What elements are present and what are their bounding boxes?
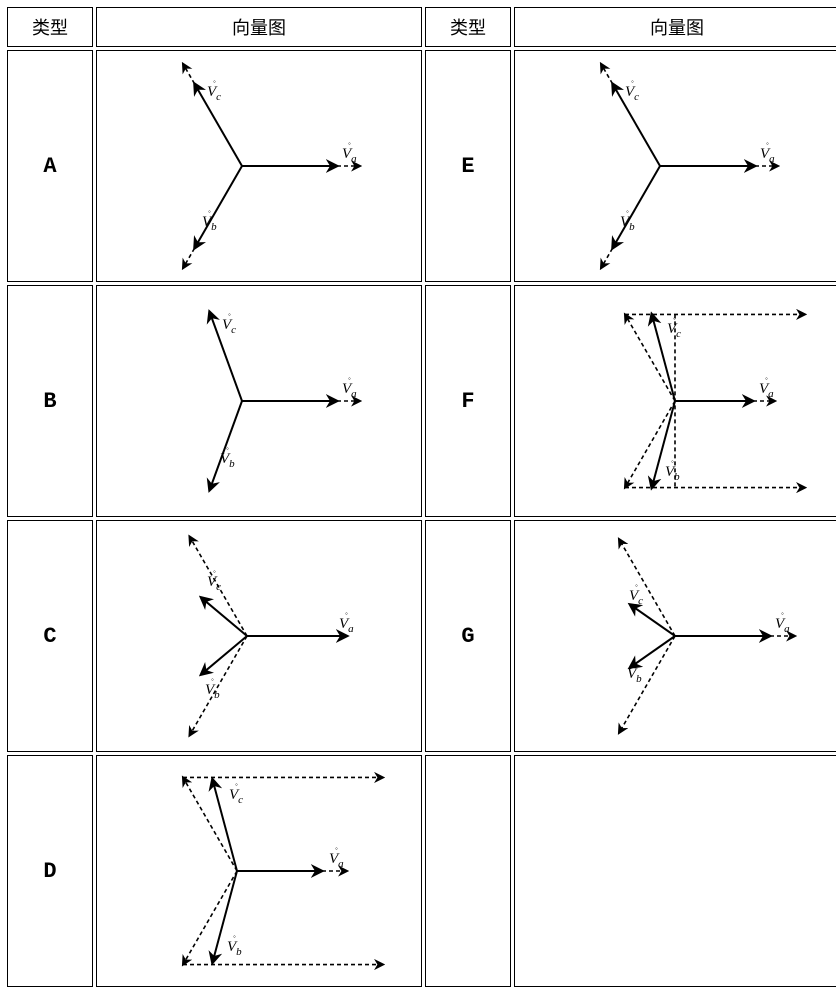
diagram-cell-B: ◦ Va ◦ Vb ◦ Vc xyxy=(96,285,422,517)
type-cell-B: B xyxy=(7,285,93,517)
ref-dashed-1 xyxy=(619,539,675,636)
table-row: A ◦ Va ◦ Vb ◦ Vc E ◦ Va ◦ Vb ◦ Vc xyxy=(7,50,836,282)
diagram-cell-empty xyxy=(514,755,836,987)
table-row: C ◦ Va ◦ Vb ◦ Vc G ◦ Va ◦ Vb ◦ Vc xyxy=(7,520,836,752)
label-text: Va xyxy=(760,146,775,165)
vector-diagram-C: ◦ Va ◦ Vb ◦ Vc xyxy=(97,521,421,751)
vector-Vc-dashed-ext xyxy=(183,64,195,84)
vector-Vb-solid xyxy=(195,166,243,248)
header-diagram-2: 向量图 xyxy=(514,7,836,47)
vector-Vb-dashed-ext xyxy=(183,248,195,268)
label-text: Vc xyxy=(222,317,236,336)
ref-dashed-1 xyxy=(190,536,248,636)
label-Vc: ◦ Vc xyxy=(625,77,639,103)
label-Vb: ◦ Vb xyxy=(620,207,635,233)
vector-Vc-dashed-ext xyxy=(601,64,613,84)
vector-Vc-solid xyxy=(630,604,675,636)
type-cell-G: G xyxy=(425,520,511,752)
vector-Vb-solid xyxy=(630,636,675,668)
table-row: B ◦ Va ◦ Vb ◦ Vc F ◦ Va ◦ Vb ◦ Vc xyxy=(7,285,836,517)
header-row: 类型 向量图 类型 向量图 xyxy=(7,7,836,47)
header-type-2: 类型 xyxy=(425,7,511,47)
label-Va: ◦ Va xyxy=(342,139,357,165)
label-Vb: ◦ Vb xyxy=(627,659,642,685)
label-text: Vb xyxy=(665,464,680,483)
label-text: Va xyxy=(775,616,790,635)
label-text: Vc xyxy=(229,787,243,806)
label-text: Vc xyxy=(667,321,681,340)
type-cell-empty xyxy=(425,755,511,987)
label-Va: ◦ Va xyxy=(759,374,774,400)
label-Vb: ◦ Vb xyxy=(220,444,235,470)
vector-Vb-solid xyxy=(613,166,661,248)
label-text: Va xyxy=(759,381,774,400)
header-type-1: 类型 xyxy=(7,7,93,47)
vector-diagram-A: ◦ Va ◦ Vb ◦ Vc xyxy=(97,51,421,281)
vector-diagram-B: ◦ Va ◦ Vb ◦ Vc xyxy=(97,286,421,516)
label-text: Va xyxy=(329,851,344,870)
label-text: Vb xyxy=(220,451,235,470)
label-text: Va xyxy=(342,381,357,400)
header-diagram-1: 向量图 xyxy=(96,7,422,47)
label-Vc: ◦ Vc xyxy=(629,581,643,607)
vector-Vc-solid xyxy=(201,597,247,636)
ref-dashed-0 xyxy=(619,636,675,733)
vector-Vb-solid xyxy=(201,636,247,675)
diagram-cell-D: ◦ Va ◦ Vb ◦ Vc xyxy=(96,755,422,987)
label-Vc: ◦ Vc xyxy=(667,314,681,340)
label-Va: ◦ Va xyxy=(329,844,344,870)
vector-diagram-E: ◦ Va ◦ Vb ◦ Vc xyxy=(515,51,836,281)
label-Va: ◦ Va xyxy=(775,609,790,635)
vector-diagram-F: ◦ Va ◦ Vb ◦ Vc xyxy=(515,286,836,516)
diagram-cell-A: ◦ Va ◦ Vb ◦ Vc xyxy=(96,50,422,282)
label-Va: ◦ Va xyxy=(339,609,354,635)
label-Vb: ◦ Vb xyxy=(665,457,680,483)
type-cell-C: C xyxy=(7,520,93,752)
vector-diagram-table: 类型 向量图 类型 向量图 A ◦ Va ◦ Vb ◦ Vc E ◦ Va ◦ … xyxy=(4,4,836,990)
label-Vb: ◦ Vb xyxy=(202,207,217,233)
label-Vb: ◦ Vb xyxy=(227,932,242,958)
diagram-cell-G: ◦ Va ◦ Vb ◦ Vc xyxy=(514,520,836,752)
type-cell-A: A xyxy=(7,50,93,282)
label-text: Va xyxy=(342,146,357,165)
label-text: Vc xyxy=(625,84,639,103)
type-cell-D: D xyxy=(7,755,93,987)
label-Va: ◦ Va xyxy=(760,139,775,165)
diagram-cell-C: ◦ Va ◦ Vb ◦ Vc xyxy=(96,520,422,752)
label-Vc: ◦ Vc xyxy=(229,780,243,806)
diagram-cell-E: ◦ Va ◦ Vb ◦ Vc xyxy=(514,50,836,282)
type-cell-F: F xyxy=(425,285,511,517)
label-Vc: ◦ Vc xyxy=(207,77,221,103)
type-cell-E: E xyxy=(425,50,511,282)
label-text: Vb xyxy=(627,666,642,685)
label-Va: ◦ Va xyxy=(342,374,357,400)
label-text: Vb xyxy=(227,939,242,958)
vector-diagram-G: ◦ Va ◦ Vb ◦ Vc xyxy=(515,521,836,751)
label-text: Vc xyxy=(207,84,221,103)
label-Vc: ◦ Vc xyxy=(222,310,236,336)
vector-diagram-D: ◦ Va ◦ Vb ◦ Vc xyxy=(97,756,421,986)
diagram-cell-F: ◦ Va ◦ Vb ◦ Vc xyxy=(514,285,836,517)
table-row: D ◦ Va ◦ Vb ◦ Vc xyxy=(7,755,836,987)
vector-Vb-dashed-ext xyxy=(601,248,613,268)
label-text: Vc xyxy=(207,574,221,593)
ref-dashed-0 xyxy=(190,636,248,736)
label-text: Va xyxy=(339,616,354,635)
